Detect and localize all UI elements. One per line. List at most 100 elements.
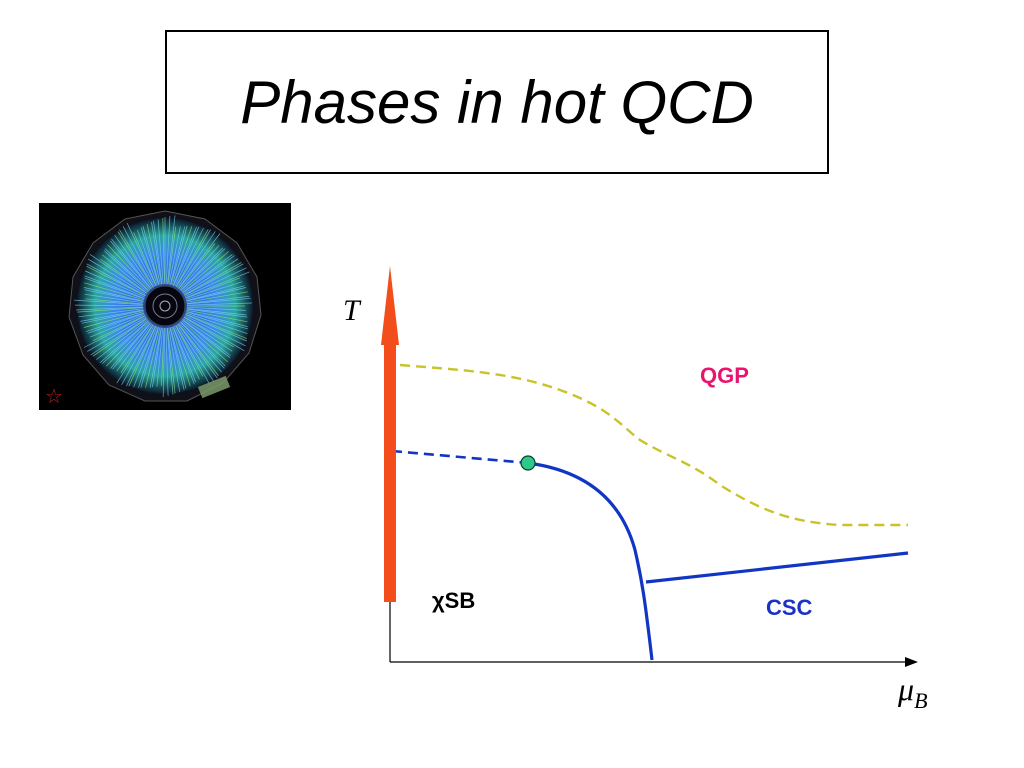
first-order-transition-line: [527, 461, 654, 661]
particle-track: [128, 325, 157, 387]
particle-track: [185, 314, 247, 342]
particle-track: [186, 291, 248, 303]
particle-track: [175, 229, 211, 288]
critical-point: [520, 455, 536, 471]
particle-track: [184, 267, 247, 298]
particle-track: [84, 293, 144, 304]
particle-track: [86, 265, 146, 297]
particle-track: [180, 247, 224, 291]
particle-track: [153, 220, 163, 285]
particle-track: [84, 282, 144, 301]
particle-track: [85, 312, 145, 332]
particle-track: [183, 258, 239, 295]
particle-track: [185, 312, 248, 335]
particle-track: [175, 325, 204, 377]
particle-track: [168, 226, 181, 285]
particle-track: [92, 315, 146, 342]
particle-track: [166, 327, 174, 395]
particle-track: [186, 308, 247, 316]
particle-track: [186, 297, 251, 305]
particle-track: [162, 327, 165, 398]
particle-track: [183, 262, 242, 296]
particle-track: [186, 311, 248, 330]
particle-track: [186, 309, 248, 323]
particle-track: [78, 308, 144, 318]
particle-track: [181, 320, 228, 363]
particle-track: [157, 219, 164, 285]
crossover-dashed-line: [399, 363, 908, 527]
particle-track: [140, 327, 160, 388]
particle-track: [165, 216, 171, 285]
particle-track: [186, 306, 246, 311]
particle-track: [119, 229, 155, 288]
particle-track: [177, 323, 218, 379]
particle-track: [169, 226, 186, 285]
y-axis-label: T: [343, 294, 362, 327]
particle-track: [107, 244, 151, 291]
particle-track: [177, 231, 216, 288]
particle-track: [126, 223, 157, 287]
particle-track: [102, 320, 150, 364]
rhic-arrow-shaft: [384, 340, 396, 602]
particle-track: [86, 263, 146, 296]
rhic-arrow-head: [381, 266, 399, 345]
particle-track: [81, 310, 144, 324]
particle-track: [183, 316, 234, 348]
particle-track: [116, 323, 153, 372]
particle-track: [146, 223, 161, 285]
particle-track: [186, 287, 246, 302]
particle-track: [145, 327, 161, 388]
particle-track: [83, 315, 146, 348]
particle-track: [161, 327, 165, 386]
particle-track: [92, 318, 148, 357]
particle-track: [178, 233, 221, 289]
particle-track: [176, 324, 215, 382]
particle-track: [165, 327, 169, 396]
particle-track: [182, 254, 233, 293]
particle-track: [152, 327, 162, 388]
particle-track: [186, 310, 248, 327]
particle-track: [185, 281, 243, 300]
csc-boundary-line: [645, 551, 909, 584]
particle-track: [111, 238, 152, 290]
particle-track: [104, 248, 150, 292]
particle-track: [185, 277, 241, 299]
particle-track: [99, 320, 149, 363]
particle-track: [74, 304, 144, 307]
particle-track: [74, 299, 144, 305]
particle-track: [122, 226, 156, 287]
particle-track: [90, 314, 145, 338]
particle-track: [77, 307, 144, 313]
particle-track: [186, 295, 250, 304]
particle-track: [149, 327, 162, 388]
particle-track: [101, 254, 149, 293]
particle-track: [172, 326, 197, 383]
particle-track: [110, 240, 152, 290]
particle-track: [185, 313, 247, 339]
chiral-crossover-dashed: [391, 449, 529, 465]
particle-track: [89, 254, 148, 294]
x-axis-label-subscript: B: [914, 688, 927, 713]
particle-track: [88, 258, 147, 295]
particle-track: [120, 324, 154, 373]
particle-track: [183, 318, 233, 352]
page-title: Phases in hot QCD: [240, 68, 754, 136]
particle-track: [180, 321, 226, 367]
particle-track: [172, 226, 197, 286]
particle-track: [140, 227, 159, 286]
collision-event-image: ☆: [39, 203, 291, 410]
particle-track: [175, 324, 211, 386]
particle-track: [84, 287, 144, 302]
particle-track: [181, 319, 231, 358]
particle-track: [133, 326, 158, 388]
particle-track: [114, 234, 153, 289]
particle-track: [173, 325, 200, 380]
particle-track: [178, 243, 216, 290]
particle-track: [184, 316, 245, 352]
particle-track: [175, 229, 209, 287]
particle-track: [181, 251, 230, 292]
particle-track: [84, 275, 145, 299]
particle-track: [184, 315, 246, 347]
particle-track: [172, 326, 195, 384]
